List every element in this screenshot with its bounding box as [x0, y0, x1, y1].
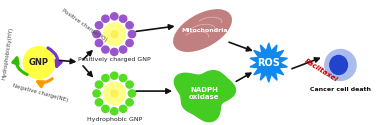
- Ellipse shape: [126, 81, 133, 88]
- Ellipse shape: [126, 22, 133, 29]
- Ellipse shape: [330, 56, 347, 74]
- Ellipse shape: [111, 72, 118, 79]
- Ellipse shape: [102, 74, 109, 82]
- Ellipse shape: [119, 74, 127, 82]
- Text: GNP: GNP: [29, 58, 49, 67]
- Ellipse shape: [174, 10, 231, 51]
- FancyArrowPatch shape: [136, 25, 173, 31]
- Text: ROS: ROS: [257, 58, 280, 68]
- Ellipse shape: [93, 90, 100, 97]
- Ellipse shape: [103, 82, 125, 105]
- FancyArrowPatch shape: [236, 73, 251, 81]
- Ellipse shape: [111, 31, 118, 38]
- FancyArrowPatch shape: [48, 48, 61, 66]
- Ellipse shape: [93, 30, 100, 38]
- Text: Hydrophobic GNP: Hydrophobic GNP: [87, 117, 142, 122]
- Ellipse shape: [126, 40, 133, 47]
- FancyArrowPatch shape: [229, 42, 251, 51]
- FancyArrowPatch shape: [38, 79, 52, 87]
- FancyArrowPatch shape: [292, 58, 319, 69]
- Ellipse shape: [103, 23, 125, 45]
- Polygon shape: [174, 71, 235, 122]
- Ellipse shape: [95, 22, 103, 29]
- Ellipse shape: [95, 99, 103, 106]
- Text: Cancer cell death: Cancer cell death: [310, 87, 371, 92]
- FancyArrowPatch shape: [83, 51, 92, 60]
- Ellipse shape: [126, 99, 133, 106]
- FancyArrowPatch shape: [13, 58, 27, 75]
- FancyArrowPatch shape: [83, 66, 92, 76]
- Text: NADPH
oxidase: NADPH oxidase: [189, 87, 220, 100]
- FancyArrowPatch shape: [136, 89, 170, 93]
- Ellipse shape: [111, 108, 118, 115]
- Ellipse shape: [325, 50, 356, 80]
- Ellipse shape: [119, 46, 127, 53]
- Text: Mitochondria: Mitochondria: [181, 28, 228, 33]
- Ellipse shape: [95, 40, 103, 47]
- Ellipse shape: [95, 81, 103, 88]
- Ellipse shape: [102, 15, 109, 22]
- Ellipse shape: [111, 48, 118, 56]
- Ellipse shape: [128, 30, 136, 38]
- Ellipse shape: [111, 90, 118, 97]
- Polygon shape: [250, 43, 287, 82]
- Text: Paclitaxel: Paclitaxel: [304, 57, 339, 83]
- Text: Positively charged GNP: Positively charged GNP: [78, 57, 150, 62]
- Ellipse shape: [23, 47, 54, 79]
- Ellipse shape: [102, 46, 109, 53]
- FancyArrowPatch shape: [59, 59, 75, 64]
- Text: Hydrophobicity(HY): Hydrophobicity(HY): [2, 26, 14, 80]
- Text: Positive charge(PO): Positive charge(PO): [61, 8, 108, 42]
- Text: Negative charge(NE): Negative charge(NE): [12, 83, 69, 103]
- Ellipse shape: [119, 105, 127, 112]
- Ellipse shape: [111, 13, 118, 20]
- Ellipse shape: [102, 105, 109, 112]
- Ellipse shape: [119, 15, 127, 22]
- Ellipse shape: [128, 90, 136, 97]
